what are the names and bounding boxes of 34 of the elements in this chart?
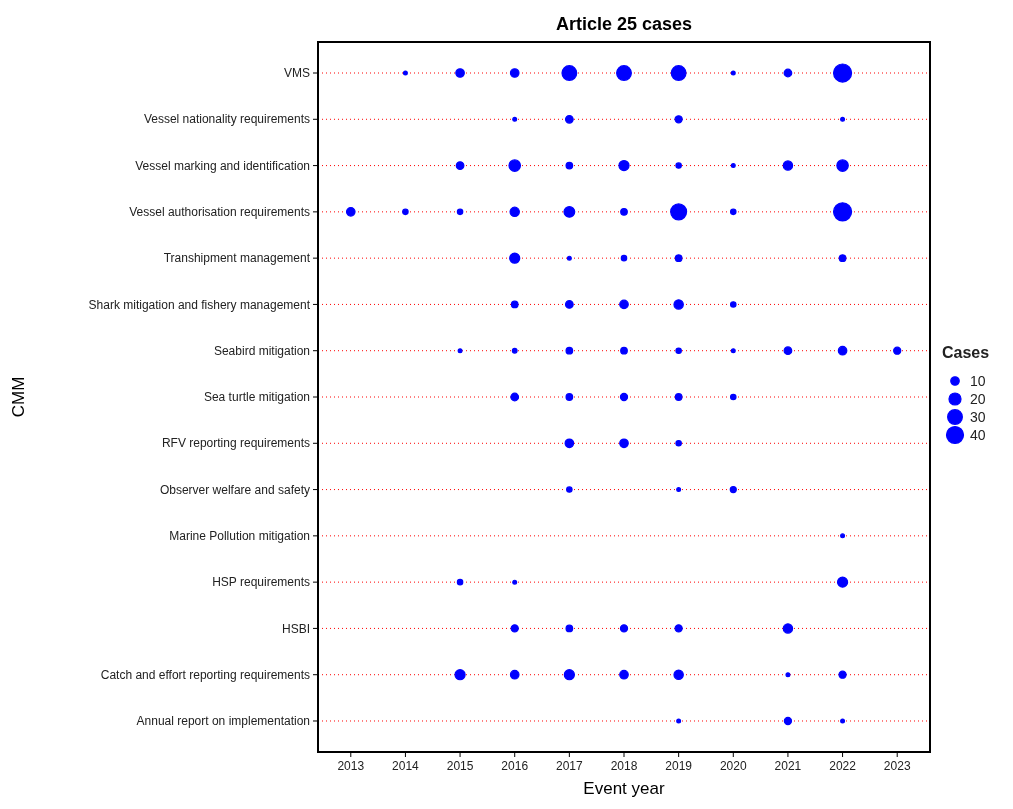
legend-title: Cases	[942, 344, 990, 361]
legend-label: 10	[970, 372, 986, 389]
x-tick-label: 2017	[556, 759, 584, 773]
x-tick-label: 2020	[719, 759, 747, 773]
y-tick-label: Catch and effort reporting requirements	[100, 667, 310, 682]
y-tick-label: Annual report on implementation	[136, 714, 310, 729]
x-tick-label: 2022	[829, 759, 857, 773]
y-tick-label: Observer welfare and safety	[159, 482, 310, 497]
x-tick-label: 2016	[501, 759, 529, 773]
y-tick-label: VMS	[283, 66, 310, 81]
x-tick-label: 2018	[610, 759, 638, 773]
legend-label: 20	[970, 390, 986, 407]
x-tick-label: 2014	[392, 759, 420, 773]
y-tick-label: Vessel marking and identification	[135, 158, 310, 173]
legend-label: 40	[970, 426, 986, 443]
y-tick-label: Sea turtle mitigation	[203, 390, 310, 405]
legend-label: 30	[970, 408, 986, 425]
x-tick-label: 2015	[446, 759, 474, 773]
y-tick-label: Marine Pollution mitigation	[169, 529, 310, 544]
x-tick-label: 2023	[883, 759, 911, 773]
x-tick-label: 2021	[774, 759, 802, 773]
y-tick-label: Transhipment management	[163, 251, 311, 266]
y-tick-label: Shark mitigation and fishery management	[88, 297, 311, 312]
y-tick-label: Vessel authorisation requirements	[129, 205, 310, 220]
x-axis-title: Event year	[583, 779, 665, 798]
y-tick-label: RFV reporting requirements	[161, 436, 310, 451]
y-tick-label: Seabird mitigation	[213, 343, 310, 358]
x-tick-label: 2019	[665, 759, 693, 773]
chart-title: Article 25 cases	[555, 14, 693, 34]
x-tick-label: 2013	[337, 759, 365, 773]
y-tick-label: Vessel nationality requirements	[143, 112, 310, 127]
y-tick-label: HSBI	[281, 621, 310, 636]
y-axis-title: CMM	[9, 376, 28, 418]
y-tick-label: HSP requirements	[212, 575, 310, 590]
